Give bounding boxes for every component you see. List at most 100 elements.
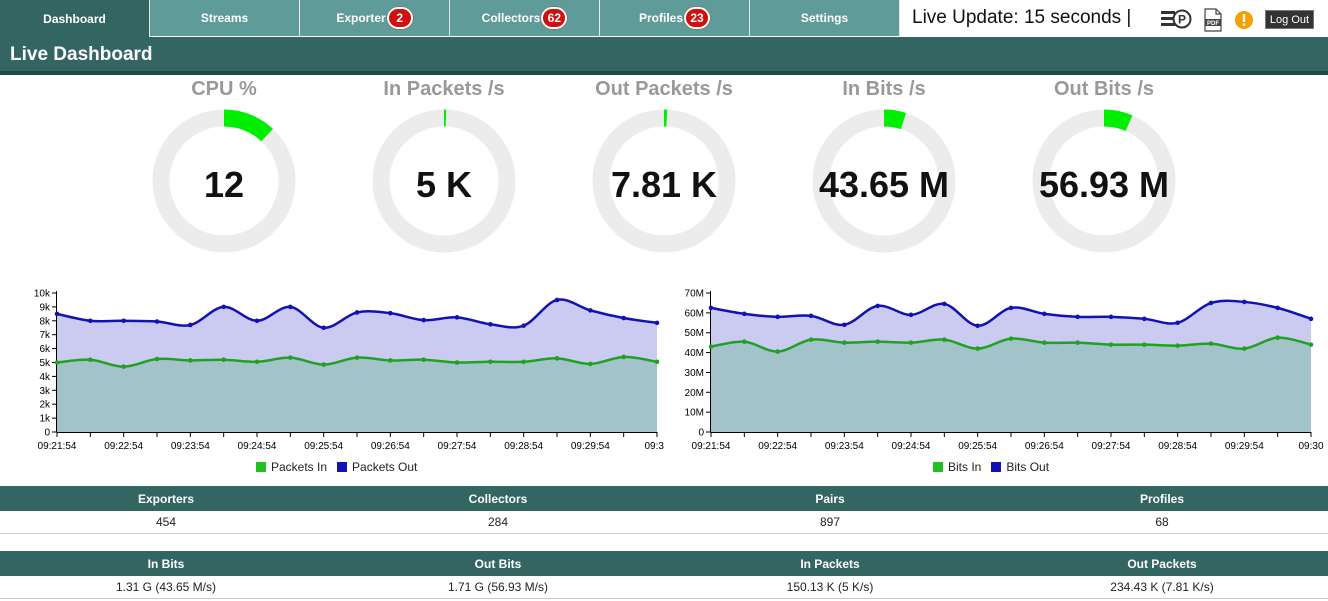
gauge-in-packets: In Packets /s 5 K (369, 78, 519, 258)
exporter-count-badge: 2 (386, 7, 413, 29)
tab-bar: Dashboard Streams Exporter 2 Collectors … (0, 0, 900, 37)
legend-item[interactable]: Bits In (933, 460, 981, 474)
data-point (354, 310, 360, 315)
x-tick-label: 09:29:54 (571, 441, 610, 452)
bits-chart: 0 10M 20M 30M 40M 50M 60M 70M 09:21:54 09:22:54 09… (685, 289, 1324, 453)
header-pairs: Pairs (664, 486, 996, 511)
y-tick-label: 1k (39, 414, 51, 425)
data-point (908, 340, 914, 345)
data-point (488, 321, 493, 327)
gauge-value: 56.93 M (1038, 164, 1170, 205)
x-tick-label: 09:21:54 (692, 441, 731, 452)
data-point (1142, 342, 1147, 347)
y-tick-label: 5k (39, 358, 51, 369)
legend-label: Packets Out (352, 460, 418, 474)
data-point (588, 308, 593, 313)
data-point (454, 315, 460, 320)
data-point (942, 337, 947, 342)
y-tick-label: 4k (39, 372, 51, 383)
data-point (288, 304, 293, 310)
header-in-packets: In Packets (664, 551, 996, 576)
data-point (188, 358, 193, 363)
gauge-ring (372, 109, 516, 253)
data-point (54, 311, 60, 317)
x-tick-label: 09:28:54 (504, 441, 543, 452)
data-point (1075, 314, 1080, 320)
y-tick-label: 10M (685, 408, 704, 419)
gauge-value: 12 (203, 164, 245, 205)
data-point (254, 318, 260, 324)
x-tick-label: 09:21:54 (38, 441, 77, 452)
packets-chart: 0 1k 2k 3k 4k 5k 6k 7k 8k 9k 10k 09:21:54 09:22:54 09… (34, 289, 664, 453)
x-tick-label: 09:23:54 (171, 441, 210, 452)
legend-swatch-out (991, 462, 1002, 472)
profiles-icon[interactable]: P (1160, 8, 1192, 35)
data-point (708, 305, 714, 311)
tab-streams[interactable]: Streams (150, 0, 300, 36)
gauge-value: 7.81 K (610, 164, 718, 205)
gauge-fill (1103, 109, 1133, 132)
top-nav: Dashboard Streams Exporter 2 Collectors … (0, 0, 1328, 37)
page-title: Live Dashboard (10, 44, 153, 65)
area-bits-in (711, 337, 1311, 432)
legend-swatch-in (256, 462, 266, 472)
gauge-fill (883, 109, 907, 130)
data-point (742, 311, 747, 317)
data-point (1108, 314, 1114, 320)
collectors-value: 284 (332, 511, 664, 534)
y-tick-label: 9k (39, 302, 51, 313)
gauge-ring (592, 109, 736, 253)
legend-item[interactable]: Packets In (256, 460, 327, 474)
tab-exporter[interactable]: Exporter 2 (300, 0, 450, 36)
tab-dashboard[interactable]: Dashboard (0, 0, 150, 37)
data-point (121, 318, 126, 324)
x-tick-label: 09:30 (1298, 441, 1323, 452)
legend-label: Bits Out (1006, 460, 1050, 474)
data-point (1175, 320, 1180, 326)
data-point (421, 317, 426, 323)
alert-icon[interactable] (1234, 10, 1254, 35)
gauge-in-bits: In Bits /s 43.65 M (809, 78, 959, 258)
gauge-out-bits: Out Bits /s 56.93 M (1029, 78, 1179, 258)
packets-chart-legend: Packets In Packets Out (256, 460, 427, 474)
x-tick-label: 09:28:54 (1158, 441, 1197, 452)
legend-item[interactable]: Bits Out (991, 460, 1049, 474)
pdf-icon[interactable]: PDF (1202, 8, 1224, 37)
data-point (1042, 311, 1047, 317)
in-bits-value: 1.31 G (43.65 M/s) (0, 576, 332, 599)
data-point (521, 323, 526, 328)
data-point (554, 356, 560, 361)
data-point (842, 322, 847, 328)
tab-settings[interactable]: Settings (750, 0, 900, 36)
out-packets-value: 234.43 K (7.81 K/s) (996, 576, 1328, 599)
logout-button[interactable]: Log Out (1265, 10, 1314, 29)
data-point (654, 359, 660, 365)
table-row: 454 284 897 68 (0, 511, 1328, 534)
data-point (621, 315, 626, 321)
y-tick-label: 0 (698, 428, 704, 439)
legend-item[interactable]: Packets Out (337, 460, 417, 474)
legend-label: Bits In (948, 460, 982, 474)
data-point (1208, 341, 1214, 346)
y-tick-label: 6k (39, 344, 51, 355)
collectors-count-badge: 62 (541, 7, 568, 29)
tab-profiles[interactable]: Profiles 23 (600, 0, 750, 36)
data-point (221, 304, 226, 310)
gauge-title: Out Packets /s (595, 78, 733, 100)
gauge-title: In Packets /s (383, 78, 505, 100)
data-point (1175, 343, 1180, 348)
data-point (454, 360, 460, 365)
data-point (842, 340, 847, 345)
tab-collectors[interactable]: Collectors 62 (450, 0, 600, 36)
data-point (654, 320, 660, 326)
data-point (875, 339, 880, 344)
data-point (154, 356, 160, 362)
x-tick-label: 09:26:54 (1025, 441, 1064, 452)
data-point (775, 349, 780, 354)
data-point (1142, 316, 1147, 322)
page-header: Live Dashboard (0, 37, 1328, 75)
data-point (775, 314, 780, 320)
y-tick-label: 50M (685, 328, 704, 339)
tab-label: Streams (200, 11, 249, 25)
y-tick-label: 40M (685, 348, 704, 359)
